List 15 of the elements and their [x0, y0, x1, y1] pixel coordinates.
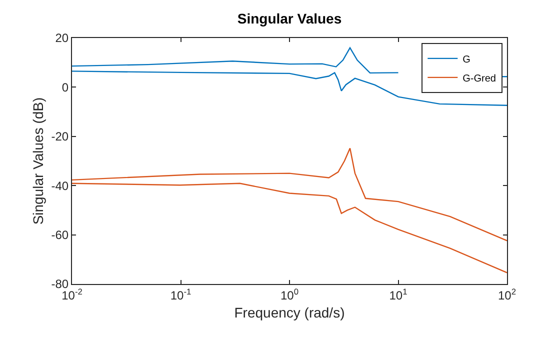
y-tick-label: -40: [51, 178, 69, 193]
y-tick-label: -60: [51, 228, 69, 242]
x-axis-title: Frequency (rad/s): [234, 304, 345, 321]
x-tick-label: 10$^{0}$: [280, 286, 299, 302]
legend-label: G-Gred: [462, 73, 496, 84]
y-axis-title: Singular Values (dB): [30, 97, 46, 225]
chart-title: Singular Values: [237, 10, 342, 26]
legend-label: G: [462, 54, 471, 66]
x-tick-label: 10$^{-1}$: [170, 286, 192, 302]
y-tick-label: -20: [51, 130, 69, 144]
x-tick-label: 10$^{2}$: [498, 286, 516, 302]
y-tick-label: 20: [55, 31, 69, 46]
y-tick-label: 0: [62, 80, 69, 94]
y-tick-label: -80: [51, 277, 69, 292]
x-tick-label: 10$^{1}$: [389, 286, 408, 302]
